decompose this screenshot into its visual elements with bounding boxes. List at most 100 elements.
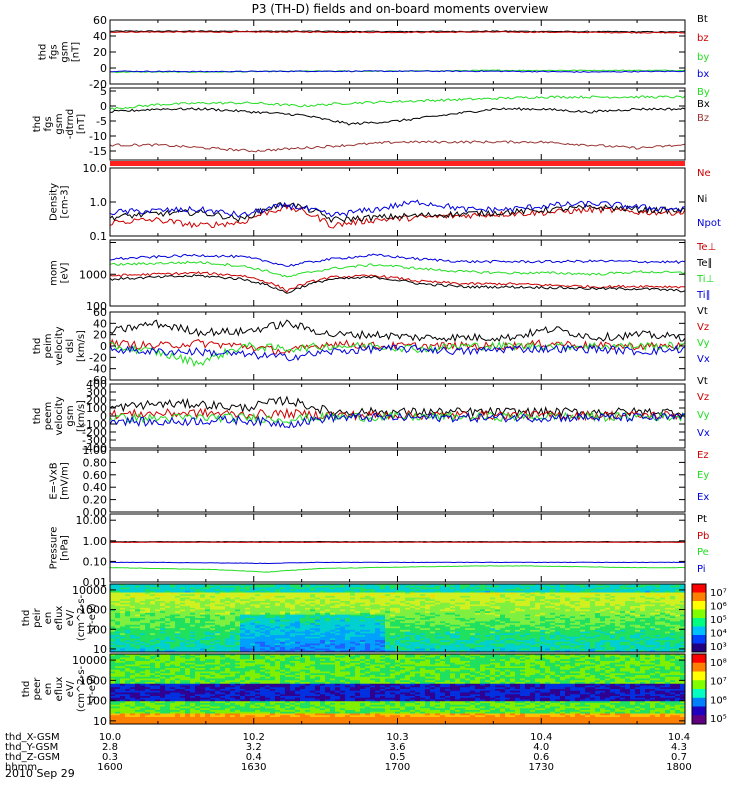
series-line-Te∥ <box>109 274 686 294</box>
series-line-Pe <box>109 565 686 573</box>
y-tick-label: 200 <box>86 394 107 407</box>
y-tick-label: 10.00 <box>76 514 108 527</box>
series-line-Bz <box>109 140 686 153</box>
y-tick-label: 5 <box>100 85 107 98</box>
y-tick-label: 0.01 <box>83 576 108 589</box>
x-axis-row-label: thd_X-GSM <box>5 732 60 743</box>
y-tick-label: -20 <box>89 78 107 91</box>
y-axis-label: thdfgsgsm-dtrnd[nT] <box>32 109 87 140</box>
legend-label: Pe <box>697 547 709 558</box>
y-tick-label: 60 <box>93 306 107 319</box>
date-label: 2010 Sep 29 <box>5 767 75 780</box>
y-tick-label: 1000 <box>79 674 107 687</box>
y-tick-label: 10 <box>93 643 107 656</box>
series-line-Ni <box>109 201 686 224</box>
colorbar-tick-label: 10⁶ <box>710 695 727 706</box>
panel-peer_eflux: thdpeerenefluxeV/(cm^2-s-sr-eV) 10⁸ 10⁷ 10⁶… <box>21 653 727 728</box>
x-axis-value: 3.2 <box>246 742 262 753</box>
series-line-Pi <box>109 561 686 565</box>
legend-label: bz <box>697 33 709 44</box>
x-axis-value: 1700 <box>385 762 410 773</box>
panel-frame <box>109 513 686 583</box>
y-axis-label: thdpeirenefluxeV/(cm^2-s-sr-eV) <box>21 594 98 641</box>
legend-label: Bx <box>697 99 710 110</box>
x-axis-value: 0.4 <box>246 752 262 763</box>
colorbar-segment <box>692 671 706 681</box>
panel-frame <box>109 19 686 85</box>
y-tick-label: -100 <box>82 418 107 431</box>
y-axis-label: mom[eV] <box>49 260 71 286</box>
legend-label: Ni <box>697 194 707 205</box>
legend-label: Vz <box>697 322 709 333</box>
y-tick-label: -10 <box>89 130 107 143</box>
series-line-Vt <box>109 395 686 418</box>
colorbar-segment <box>692 662 706 672</box>
series-line-By <box>109 95 686 111</box>
y-tick-label: 10000 <box>72 654 107 667</box>
panel-peir_eflux: thdpeirenefluxeV/(cm^2-s-sr-eV) 10⁷ 10⁶ 10⁵… <box>21 583 727 656</box>
y-tick-label: -200 <box>82 426 107 439</box>
y-tick-label: 0.20 <box>83 494 108 507</box>
legend-label: Vy <box>697 410 710 421</box>
colorbar-segment <box>692 609 706 619</box>
y-tick-label: 40 <box>93 30 107 43</box>
colorbar-segment <box>692 584 706 593</box>
x-axis-value: 10.3 <box>386 732 408 743</box>
panels-group: thdfgsgsm[nT]Btbzbybx-200204060thdfgsgsm… <box>21 14 727 728</box>
y-tick-label: 1.00 <box>83 535 108 548</box>
legend-label: Pi <box>697 564 706 575</box>
legend-label: Npot <box>697 218 721 229</box>
legend-label: Vt <box>697 306 708 317</box>
x-axis-value: 0.7 <box>671 752 687 763</box>
panel-peim_velocity: thdpeimvelocitydsl[km/s] Vt Vz Vy Vx -60-40-2… <box>32 306 710 387</box>
series-line-Vx <box>109 343 686 362</box>
colorbar-tick-label: 10⁶ <box>710 602 727 613</box>
y-axis-label: thdpeimvelocitydsl[km/s] <box>32 326 87 365</box>
y-axis-label: thdpeemvelocitygsm[km/s] <box>32 396 87 435</box>
y-tick-label: 10.0 <box>83 162 108 175</box>
legend-label: Vx <box>697 354 710 365</box>
legend-label: By <box>697 87 710 98</box>
series-line-Vt <box>109 319 686 343</box>
legend-label: Ti⊥ <box>696 274 714 285</box>
panel-fgs_gsm: thdfgsgsm[nT] Bt bz by bx -20 0 20 40 60 <box>38 14 710 91</box>
colorbar-segment <box>692 592 706 602</box>
legend-label: Vz <box>697 392 709 403</box>
x-axis-value: 2.8 <box>102 742 118 753</box>
legend-label: Vt <box>697 376 708 387</box>
colorbar-segment <box>692 697 706 707</box>
y-axis-label: Density[cm-3] <box>49 183 71 221</box>
y-tick-label: 400 <box>86 378 107 391</box>
colorbar-tick-label: 10³ <box>710 642 727 653</box>
y-tick-label: 100 <box>86 695 107 708</box>
y-axis-label: Pressure[nPa] <box>49 527 71 570</box>
y-tick-label: 0 <box>100 340 107 353</box>
colorbar-tick-label: 10⁵ <box>710 714 727 725</box>
legend-label: Pb <box>697 531 709 542</box>
panel-density: Density[cm-3] Ne Ni Npot 0.1 1.0 10.0 <box>49 162 721 243</box>
colorbar-segment <box>692 689 706 699</box>
y-tick-label: 0.60 <box>83 469 108 482</box>
y-tick-label: -400 <box>82 442 107 455</box>
y-tick-label: 10000 <box>72 584 107 597</box>
y-tick-label: 100 <box>86 623 107 636</box>
panel-pressure: Pressure[nPa] Pt Pb Pe Pi 0.01 0.10 1.00 10.00 <box>49 513 709 589</box>
y-tick-label: 0.40 <box>83 481 108 494</box>
series-line-Ti∥ <box>109 253 686 267</box>
colorbar-segment <box>692 635 706 644</box>
y-tick-label: 0 <box>100 100 107 113</box>
panel-frame <box>109 87 686 161</box>
legend-label: Te∥ <box>696 258 713 269</box>
colorbar-segment <box>692 715 706 725</box>
y-tick-label: 10 <box>93 715 107 728</box>
y-tick-label: 0 <box>100 62 107 75</box>
legend-label: Vy <box>697 338 710 349</box>
y-tick-label: -15 <box>89 145 107 158</box>
x-axis-value: 10.2 <box>243 732 265 743</box>
separator-bar <box>110 161 685 166</box>
colorbar-segment <box>692 618 706 627</box>
colorbar-tick-label: 10⁵ <box>710 615 727 626</box>
colorbar-tick-label: 10⁷ <box>710 677 727 688</box>
x-axis-value: 10.4 <box>668 732 690 743</box>
